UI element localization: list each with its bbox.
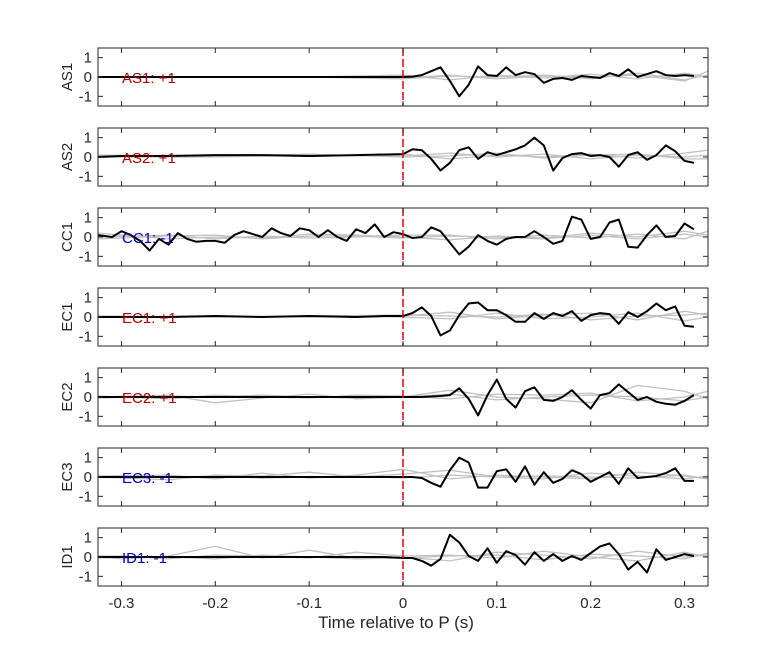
y-tick-label: 0 — [84, 229, 92, 246]
x-tick-label: 0 — [399, 595, 407, 612]
main-trace — [98, 65, 694, 98]
y-tick-label: -1 — [79, 328, 92, 345]
main-trace — [98, 533, 695, 574]
station-polarity-label: ID1: -1 — [122, 550, 167, 567]
x-axis-layer: -0.3 -0.2 -0.1 0 0.1 0.2 0.3 — [109, 595, 695, 612]
y-axis-label: ID1 — [59, 545, 76, 568]
y-tick-label: 0 — [84, 469, 92, 486]
y-tick-label: 1 — [84, 50, 92, 67]
x-axis-label: Time relative to P (s) — [318, 613, 474, 632]
y-axis-label: CC1 — [59, 222, 76, 252]
x-tick-label: 0.1 — [486, 595, 507, 612]
station-polarity-label: CC1: -1 — [122, 230, 174, 247]
station-polarity-label: AS1: +1 — [122, 70, 176, 87]
y-tick-label: 1 — [84, 210, 92, 227]
x-tick-label: 0.2 — [580, 595, 601, 612]
main-trace — [98, 378, 695, 417]
background-trace — [98, 230, 708, 241]
station-polarity-label: EC1: +1 — [122, 310, 177, 327]
y-tick-label: 0 — [84, 309, 92, 326]
y-tick-label: 1 — [84, 130, 92, 147]
y-tick-label: 0 — [84, 389, 92, 406]
background-trace — [98, 230, 708, 240]
station-polarity-label: AS2: +1 — [122, 150, 176, 167]
station-polarity-label: EC3: -1 — [122, 470, 173, 487]
y-axis-label: EC3 — [59, 462, 76, 491]
y-tick-label: 0 — [84, 69, 92, 86]
y-tick-label: -1 — [79, 408, 92, 425]
y-tick-label: -1 — [79, 488, 92, 505]
main-trace — [98, 301, 695, 337]
y-tick-label: 0 — [84, 149, 92, 166]
y-tick-label: 1 — [84, 530, 92, 547]
y-axis-label: EC2 — [59, 382, 76, 411]
y-tick-label: 1 — [84, 370, 92, 387]
y-axis-label: EC1 — [59, 302, 76, 331]
background-trace — [98, 384, 708, 404]
main-trace — [98, 215, 695, 256]
background-trace — [98, 233, 708, 240]
y-tick-label: -1 — [79, 168, 92, 185]
x-tick-label: 0.3 — [674, 595, 695, 612]
main-trace — [98, 456, 694, 489]
y-tick-label: -1 — [79, 88, 92, 105]
y-tick-label: -1 — [79, 248, 92, 265]
y-tick-label: 0 — [84, 549, 92, 566]
main-trace — [98, 136, 695, 172]
background-trace — [98, 469, 708, 481]
x-tick-label: -0.3 — [109, 595, 135, 612]
x-tick-label: -0.1 — [296, 595, 322, 612]
x-tick-label: -0.2 — [202, 595, 228, 612]
y-tick-label: -1 — [79, 568, 92, 585]
y-axis-label: AS1 — [59, 63, 76, 91]
y-axis-label: AS2 — [59, 143, 76, 171]
y-tick-label: 1 — [84, 290, 92, 307]
station-polarity-label: EC2: +1 — [122, 390, 177, 407]
y-tick-label: 1 — [84, 450, 92, 467]
